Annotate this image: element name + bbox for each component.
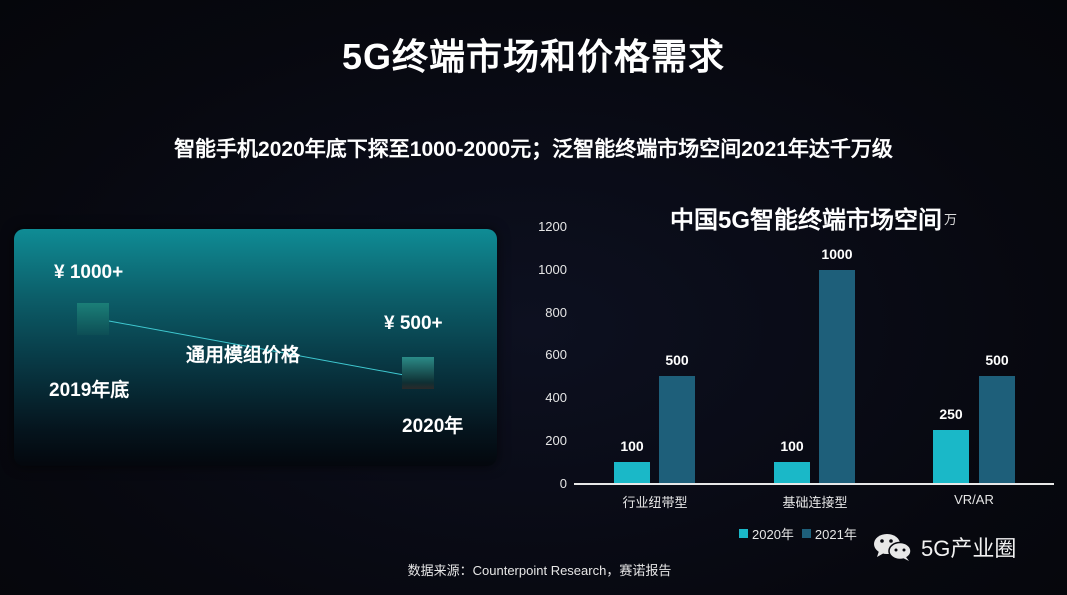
bar-label: 100 (780, 438, 804, 454)
y-tick: 800 (545, 305, 567, 320)
bar-label: 250 (939, 406, 963, 422)
legend-swatch-2021 (801, 529, 811, 538)
bar-2021-industry (659, 376, 695, 483)
bar-2021-vrar (979, 376, 1015, 483)
period-2019: 2019年底 (49, 380, 130, 401)
x-axis-line (574, 483, 1054, 485)
bar-label: 100 (620, 438, 644, 454)
period-2020: 2020年 (402, 416, 464, 437)
x-category: 基础连接型 (782, 495, 848, 510)
chart-unit: 万 (944, 212, 958, 227)
legend-label-2021: 2021年 (814, 527, 857, 542)
bar-label: 500 (665, 352, 689, 368)
legend-swatch-2020 (739, 529, 748, 538)
chart-title: 中国5G智能终端市场空间 (670, 207, 943, 234)
price-2019: ¥ 1000+ (54, 262, 124, 283)
y-tick: 200 (545, 433, 567, 448)
brand-watermark: 5G产业圈 (873, 531, 1016, 563)
bar-2020-basic (774, 462, 810, 483)
chart-legend: 2020年 2021年 (739, 524, 857, 543)
module-price-label: 通用模组价格 (186, 345, 301, 366)
x-category: 行业纽带型 (622, 495, 688, 510)
bar-label: 1000 (821, 246, 853, 262)
price-marker-2019 (77, 303, 109, 335)
bar-2021-basic (819, 270, 855, 483)
bar-label: 500 (985, 352, 1009, 368)
y-tick: 600 (545, 347, 567, 362)
bar-2020-vrar (933, 430, 969, 483)
slide-title: 5G终端市场和价格需求 (341, 36, 726, 77)
price-trend-line (108, 320, 405, 376)
y-tick: 0 (559, 476, 567, 491)
y-tick: 1000 (538, 262, 567, 277)
price-panel: ¥ 1000+ 2019年底 ¥ 500+ 2020年 通用模组价格 (14, 229, 497, 466)
wechat-icon (874, 534, 912, 561)
legend-label-2020: 2020年 (752, 527, 794, 542)
price-marker-2020 (402, 357, 434, 389)
y-tick: 400 (545, 390, 567, 405)
data-source: 数据来源：Counterpoint Research，赛诺报告 (407, 563, 672, 578)
bar-2020-industry (614, 462, 650, 483)
brand-name: 5G产业圈 (921, 536, 1017, 561)
slide-subtitle: 智能手机2020年底下探至1000-2000元；泛智能终端市场空间2021年达千… (174, 138, 893, 161)
price-2020: ¥ 500+ (384, 313, 443, 334)
x-category: VR/AR (954, 492, 994, 507)
y-tick: 1200 (538, 219, 567, 234)
